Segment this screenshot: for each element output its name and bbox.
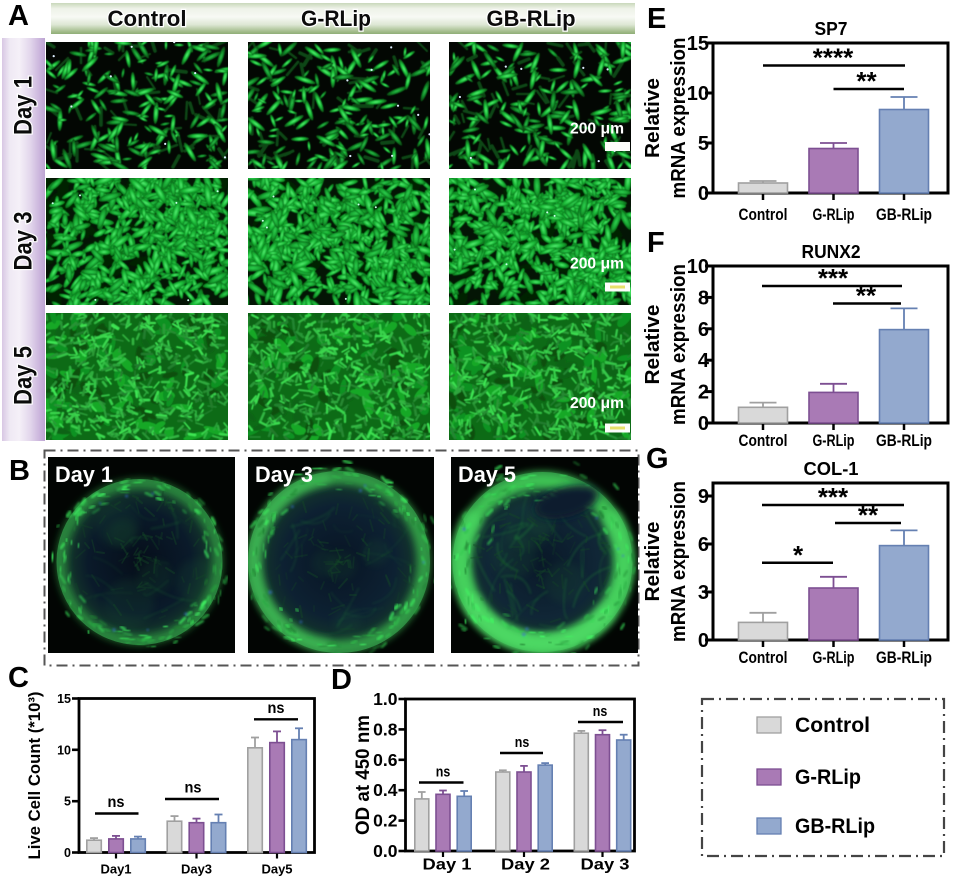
svg-text:Day3: Day3: [181, 862, 212, 877]
svg-text:0.4: 0.4: [373, 780, 398, 800]
svg-text:Day1: Day1: [100, 862, 131, 877]
svg-text:0: 0: [698, 630, 709, 652]
svg-text:Day5: Day5: [261, 862, 292, 877]
svg-text:0.2: 0.2: [373, 811, 398, 831]
svg-text:Day 3: Day 3: [255, 462, 313, 487]
svg-text:Control: Control: [739, 205, 788, 224]
svg-text:Relative: Relative: [642, 78, 664, 158]
svg-text:**: **: [856, 281, 877, 311]
svg-text:2: 2: [698, 382, 709, 404]
svg-text:9: 9: [698, 486, 709, 508]
svg-text:10: 10: [687, 83, 709, 105]
svg-text:ns: ns: [268, 700, 285, 717]
svg-text:15: 15: [57, 692, 71, 706]
svg-text:ns: ns: [593, 703, 608, 720]
svg-text:G-RLip: G-RLip: [813, 431, 855, 450]
svg-text:**: **: [858, 500, 879, 530]
svg-text:Day 3: Day 3: [581, 857, 630, 874]
svg-text:0: 0: [698, 183, 709, 205]
svg-text:4: 4: [698, 350, 710, 372]
svg-text:SP7: SP7: [815, 19, 848, 39]
svg-text:****: ****: [813, 43, 854, 73]
svg-text:***: ***: [818, 482, 849, 512]
svg-text:Day 2: Day 2: [501, 857, 550, 874]
svg-text:Live Cell Count (*10³): Live Cell Count (*10³): [25, 692, 44, 860]
svg-text:***: ***: [818, 263, 849, 293]
svg-text:GB-RLip: GB-RLip: [876, 431, 932, 450]
svg-text:*: *: [793, 540, 804, 570]
svg-text:Day 5: Day 5: [458, 462, 516, 487]
svg-text:200 μm: 200 μm: [570, 395, 624, 412]
svg-text:Day 5: Day 5: [10, 346, 38, 405]
svg-text:0.8: 0.8: [373, 719, 398, 739]
svg-text:mRNA expression: mRNA expression: [668, 481, 690, 642]
svg-text:10: 10: [57, 743, 71, 757]
svg-text:G-RLip: G-RLip: [795, 766, 861, 789]
svg-text:G-RLip: G-RLip: [813, 205, 855, 224]
svg-text:0: 0: [698, 413, 709, 435]
svg-text:1.0: 1.0: [373, 689, 398, 709]
svg-text:Day 3: Day 3: [10, 212, 38, 271]
svg-text:0.0: 0.0: [373, 841, 398, 861]
svg-text:200 μm: 200 μm: [570, 121, 624, 138]
svg-text:15: 15: [687, 33, 709, 55]
svg-text:Control: Control: [739, 431, 788, 450]
svg-text:GB-RLip: GB-RLip: [876, 648, 932, 667]
svg-text:RUNX2: RUNX2: [802, 242, 861, 262]
svg-text:Day 1: Day 1: [423, 857, 472, 874]
svg-text:5: 5: [698, 133, 709, 155]
svg-text:Control: Control: [739, 648, 788, 667]
svg-text:ns: ns: [515, 734, 530, 751]
svg-text:**: **: [856, 66, 877, 96]
svg-text:mRNA expression: mRNA expression: [668, 38, 690, 199]
svg-text:Relative: Relative: [642, 305, 664, 385]
svg-text:3: 3: [698, 582, 709, 604]
svg-text:ns: ns: [436, 764, 451, 781]
svg-text:0: 0: [64, 846, 71, 860]
svg-text:6: 6: [698, 534, 709, 556]
svg-text:10: 10: [687, 256, 709, 278]
svg-text:GB-RLip: GB-RLip: [876, 205, 932, 224]
svg-text:0.6: 0.6: [373, 750, 398, 770]
svg-text:200 μm: 200 μm: [570, 255, 624, 272]
svg-text:OD at 450 nm: OD at 450 nm: [353, 715, 374, 835]
svg-text:6: 6: [698, 319, 709, 341]
svg-text:G-RLip: G-RLip: [813, 648, 855, 667]
svg-text:Control: Control: [795, 714, 870, 737]
svg-text:ns: ns: [108, 794, 125, 811]
svg-text:G-RLip: G-RLip: [301, 6, 371, 31]
svg-text:5: 5: [64, 795, 71, 809]
svg-text:Relative: Relative: [642, 522, 664, 602]
svg-text:Day 1: Day 1: [10, 76, 38, 135]
svg-text:GB-RLip: GB-RLip: [487, 6, 576, 31]
svg-text:8: 8: [698, 287, 709, 309]
svg-text:Day 1: Day 1: [55, 462, 113, 487]
svg-text:COL-1: COL-1: [804, 459, 859, 479]
svg-text:ns: ns: [185, 780, 202, 797]
svg-text:GB-RLip: GB-RLip: [795, 815, 875, 838]
svg-text:mRNA expression: mRNA expression: [668, 264, 690, 425]
svg-text:Control: Control: [108, 6, 187, 31]
